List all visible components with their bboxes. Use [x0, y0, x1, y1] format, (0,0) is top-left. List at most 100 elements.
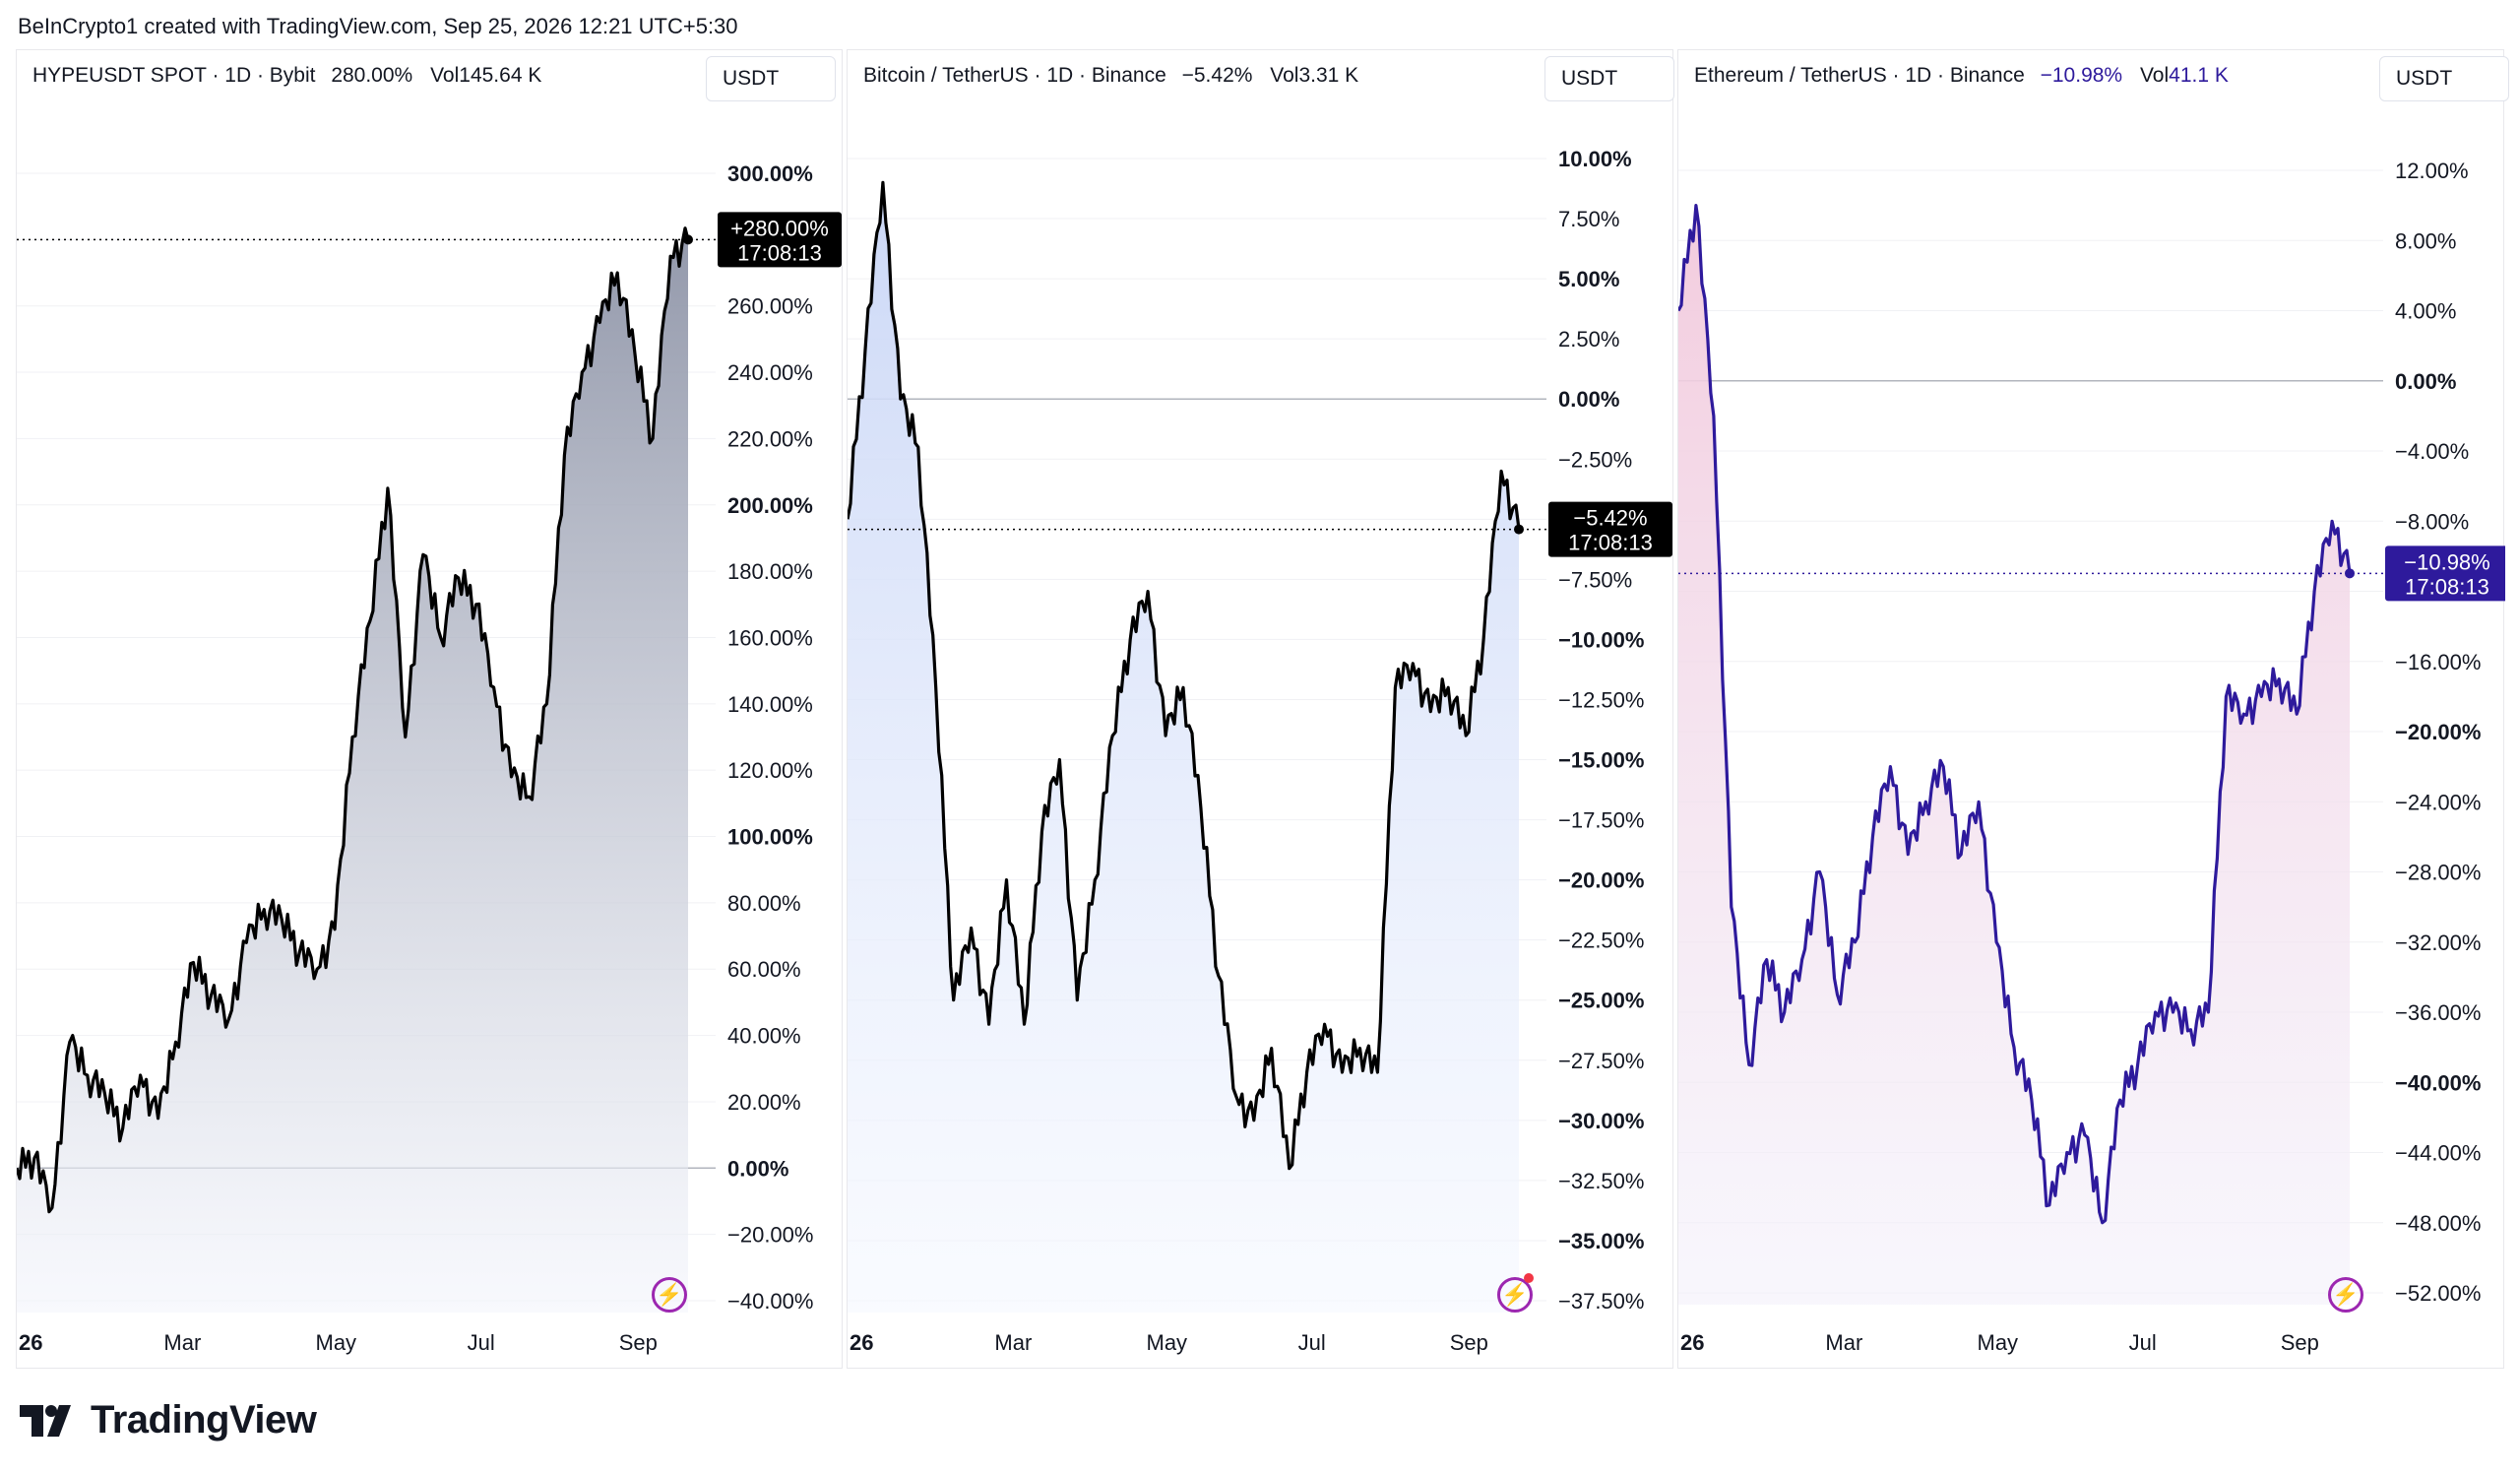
last-value-badge — [1548, 501, 1672, 557]
countdown-label: 17:08:13 — [2405, 574, 2489, 599]
btc-change-label: −5.42% — [1181, 64, 1253, 87]
last-value-label: −10.98% — [2404, 549, 2489, 574]
y-tick-label: −37.50% — [1558, 1289, 1644, 1314]
y-tick-label: −30.00% — [1558, 1109, 1644, 1133]
y-tick-label: 160.00% — [727, 625, 813, 650]
tradingview-logo-icon — [20, 1404, 71, 1437]
lightning-icon[interactable]: ⚡ — [2328, 1277, 2363, 1313]
chart-attribution: BeInCrypto1 created with TradingView.com… — [18, 14, 738, 38]
last-price-dot — [1514, 524, 1524, 535]
hype-change-label: 280.00% — [331, 64, 413, 87]
y-tick-label: −10.00% — [1558, 627, 1644, 652]
y-tick-label: 200.00% — [727, 493, 813, 518]
y-tick-label: 10.00% — [1558, 147, 1632, 171]
x-tick-label: Mar — [163, 1330, 201, 1355]
eth-chart-panel[interactable]: 12.00%8.00%4.00%0.00%−4.00%−8.00%−12.00%… — [1677, 49, 2509, 1370]
y-tick-label: −4.00% — [2395, 439, 2469, 464]
y-tick-label: 40.00% — [727, 1024, 801, 1049]
hype-chart-svg: 300.00%280.00%260.00%240.00%220.00%200.0… — [17, 161, 842, 1355]
eth-chart-svg: 12.00%8.00%4.00%0.00%−4.00%−8.00%−12.00%… — [1678, 159, 2505, 1355]
x-tick-label: Sep — [2281, 1330, 2319, 1355]
eth-plot-area[interactable]: 12.00%8.00%4.00%0.00%−4.00%−8.00%−12.00%… — [1678, 50, 2505, 1370]
y-tick-label: −52.00% — [2395, 1281, 2481, 1306]
y-tick-label: 5.00% — [1558, 267, 1619, 291]
y-tick-label: −17.50% — [1558, 808, 1644, 833]
eth-symbol-label[interactable]: Ethereum / TetherUS · 1D · Binance — [1694, 64, 2025, 87]
y-tick-label: −40.00% — [727, 1289, 813, 1314]
y-tick-label: −32.00% — [2395, 930, 2481, 955]
eth-legend: Ethereum / TetherUS · 1D · Binance −10.9… — [1694, 64, 2229, 88]
hype-currency-button[interactable]: USDT — [706, 56, 836, 101]
btc-currency-button[interactable]: USDT — [1544, 56, 1674, 101]
series-line — [1678, 204, 2352, 1225]
y-tick-label: −32.50% — [1558, 1169, 1644, 1193]
y-tick-label: 8.00% — [2395, 228, 2456, 253]
x-tick-label: Jul — [1298, 1330, 1326, 1355]
hype-plot-area[interactable]: 300.00%280.00%260.00%240.00%220.00%200.0… — [17, 50, 844, 1370]
y-tick-label: −27.50% — [1558, 1049, 1644, 1073]
last-value-label: +280.00% — [730, 216, 829, 240]
btc-symbol-label[interactable]: Bitcoin / TetherUS · 1D · Binance — [863, 64, 1166, 87]
y-tick-label: 120.00% — [727, 758, 813, 783]
lightning-icon[interactable]: ⚡ — [1497, 1277, 1533, 1313]
x-tick-label: Mar — [1825, 1330, 1862, 1355]
hype-symbol-label[interactable]: HYPEUSDT SPOT · 1D · Bybit — [32, 64, 316, 87]
x-tick-label: Jul — [2129, 1330, 2157, 1355]
y-tick-label: −35.00% — [1558, 1229, 1644, 1253]
btc-plot-area[interactable]: 10.00%7.50%5.00%2.50%0.00%−2.50%−5.00%−7… — [848, 50, 1674, 1370]
x-tick-label: Jul — [468, 1330, 495, 1355]
y-tick-label: −20.00% — [727, 1223, 813, 1248]
y-tick-label: 0.00% — [727, 1156, 788, 1181]
y-tick-label: 220.00% — [727, 426, 813, 451]
last-price-dot — [2345, 568, 2355, 579]
y-tick-label: −25.00% — [1558, 989, 1644, 1013]
y-tick-label: 80.00% — [727, 891, 801, 916]
y-tick-label: 260.00% — [727, 294, 813, 319]
last-value-badge — [2385, 545, 2505, 602]
eth-currency-button[interactable]: USDT — [2379, 56, 2509, 101]
y-tick-label: 0.00% — [2395, 369, 2456, 394]
x-tick-label: May — [1978, 1330, 2019, 1355]
y-tick-label: −48.00% — [2395, 1211, 2481, 1236]
y-tick-label: 20.00% — [727, 1090, 801, 1115]
x-tick-label: 26 — [850, 1330, 873, 1355]
hype-legend: HYPEUSDT SPOT · 1D · Bybit 280.00% Vol14… — [32, 64, 541, 88]
btc-vol-value: 3.31 K — [1298, 64, 1359, 87]
y-tick-label: 240.00% — [727, 360, 813, 385]
x-tick-label: 26 — [19, 1330, 42, 1355]
tradingview-logo[interactable]: TradingView — [20, 1398, 317, 1443]
btc-chart-svg: 10.00%7.50%5.00%2.50%0.00%−2.50%−5.00%−7… — [848, 147, 1672, 1355]
eth-change-label: −10.98% — [2040, 64, 2123, 87]
y-tick-label: −28.00% — [2395, 861, 2481, 885]
tradingview-wordmark: TradingView — [91, 1398, 317, 1442]
countdown-label: 17:08:13 — [1568, 531, 1653, 555]
y-tick-label: −20.00% — [1558, 868, 1644, 893]
y-tick-label: −12.50% — [1558, 687, 1644, 712]
y-tick-label: 0.00% — [1558, 387, 1619, 412]
lightning-icon[interactable]: ⚡ — [652, 1277, 687, 1313]
y-tick-label: 4.00% — [2395, 299, 2456, 324]
x-tick-label: Sep — [619, 1330, 658, 1355]
y-tick-label: 60.00% — [727, 957, 801, 982]
y-tick-label: −7.50% — [1558, 567, 1632, 592]
x-tick-label: May — [1147, 1330, 1188, 1355]
y-tick-label: 140.00% — [727, 692, 813, 717]
x-tick-label: Sep — [1450, 1330, 1488, 1355]
y-tick-label: 7.50% — [1558, 207, 1619, 231]
y-tick-label: −22.50% — [1558, 929, 1644, 953]
eth-vol-label: Vol — [2139, 64, 2170, 87]
series-area — [17, 227, 688, 1314]
last-value-badge — [718, 212, 842, 268]
series-area — [848, 182, 1519, 1313]
x-tick-label: May — [316, 1330, 357, 1355]
last-price-dot — [683, 234, 693, 245]
y-tick-label: 12.00% — [2395, 159, 2469, 183]
y-tick-label: −8.00% — [2395, 509, 2469, 534]
y-tick-label: 100.00% — [727, 825, 813, 850]
notification-dot — [1524, 1273, 1534, 1283]
btc-chart-panel[interactable]: 10.00%7.50%5.00%2.50%0.00%−2.50%−5.00%−7… — [847, 49, 1674, 1370]
x-tick-label: 26 — [1680, 1330, 1704, 1355]
hype-chart-panel[interactable]: 300.00%280.00%260.00%240.00%220.00%200.0… — [16, 49, 843, 1369]
btc-vol-label: Vol — [1270, 64, 1299, 87]
series-area — [1678, 205, 2350, 1306]
